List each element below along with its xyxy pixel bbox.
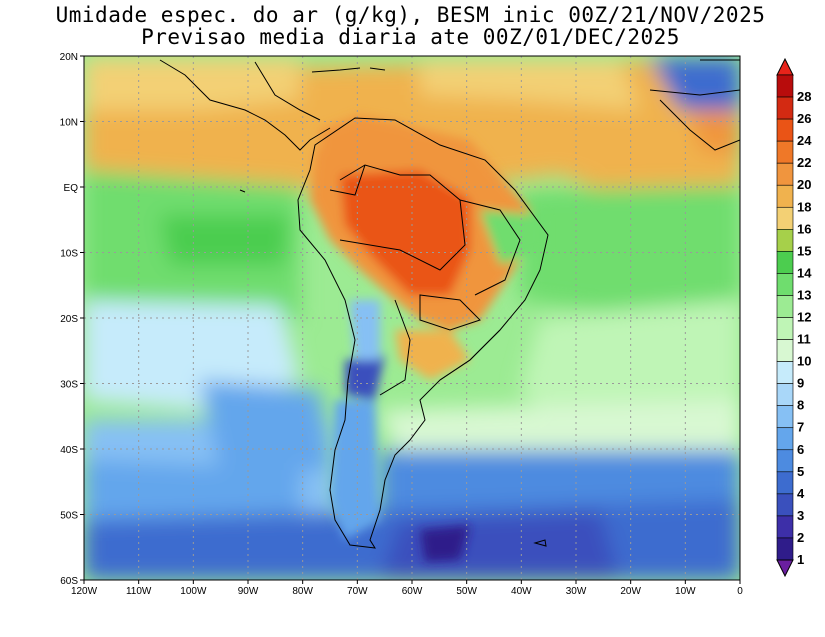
colorbar-label: 5	[797, 464, 804, 479]
colorbar-label: 1	[797, 552, 804, 567]
map-title-line-2: Previsao media diaria ate 00Z/01/DEC/202…	[141, 25, 680, 49]
colorbar-segment	[776, 206, 794, 230]
colorbar-top-arrow	[776, 57, 794, 76]
longitude-tick-label: 100W	[180, 586, 207, 597]
latitude-tick-label: 20N	[60, 52, 78, 63]
latitude-tick-label: 10N	[60, 118, 78, 129]
longitude-tick-label: 50W	[456, 586, 477, 597]
latitude-tick-label: 60S	[60, 576, 78, 587]
longitude-tick-label: 30W	[566, 586, 587, 597]
latitude-tick-label: 40S	[60, 445, 78, 456]
colorbar-segment	[776, 493, 794, 517]
longitude-tick-label: 90W	[238, 586, 259, 597]
colorbar-segment	[776, 405, 794, 429]
colorbar-label: 26	[797, 111, 811, 126]
longitude-tick-label: 80W	[292, 586, 313, 597]
colorbar-segment	[776, 317, 794, 340]
colorbar-label: 12	[797, 310, 811, 325]
latitude-tick-label: 10S	[60, 249, 78, 260]
colorbar-label: 8	[797, 398, 804, 413]
latitude-tick-label: 30S	[60, 380, 78, 391]
graticule	[84, 56, 740, 580]
colorbar-label: 16	[797, 221, 811, 236]
colorbar-segment	[776, 74, 794, 98]
coastlines	[159, 59, 740, 549]
colorbar-label: 14	[797, 265, 812, 280]
colorbar-label: 20	[797, 177, 811, 192]
colorbar-label: 15	[797, 243, 811, 258]
colorbar-segment	[776, 96, 794, 120]
colorbar-label: 3	[797, 508, 804, 523]
latitude-tick-label: EQ	[64, 183, 79, 194]
colorbar-label: 7	[797, 420, 804, 435]
colorbar-label: 2	[797, 530, 804, 545]
colorbar-label: 24	[797, 133, 812, 148]
longitude-tick-label: 20W	[620, 586, 641, 597]
colorbar-label: 10	[797, 354, 811, 369]
colorbar-label: 4	[797, 486, 805, 501]
latitude-tick-label: 20S	[60, 314, 78, 325]
colorbar-segment	[776, 537, 794, 561]
colorbar-segment	[776, 273, 794, 296]
colorbar-segment	[776, 471, 794, 495]
colorbar-segment	[776, 251, 794, 274]
colorbar-segment	[776, 118, 794, 142]
longitude-tick-label: 110W	[126, 586, 152, 597]
colorbar-segment	[776, 449, 794, 473]
colorbar-segment	[776, 515, 794, 539]
colorbar-label: 28	[797, 89, 811, 104]
colorbar-segment	[776, 162, 794, 186]
colorbar: 28 26 24 22 20 18 16 15 14 13 12 11 10 9 8 7 6 5 4 3 2 1	[776, 57, 812, 578]
colorbar-segment	[776, 383, 794, 406]
latitude-axis: 20N 10N EQ 10S 20S 30S 40S 50S 60S	[60, 52, 84, 587]
colorbar-label: 11	[797, 332, 811, 347]
colorbar-label: 18	[797, 199, 811, 214]
longitude-tick-label: 120W	[71, 586, 98, 597]
longitude-axis: 120W 110W 100W 90W 80W 70W 60W 50W 40W 30W 20W 10W 0	[71, 580, 743, 597]
colorbar-segment	[776, 339, 794, 362]
longitude-tick-label: 0	[737, 586, 743, 597]
colorbar-segment	[776, 140, 794, 164]
longitude-tick-label: 70W	[347, 586, 368, 597]
longitude-tick-label: 60W	[402, 586, 423, 597]
colorbar-label: 9	[797, 376, 804, 391]
longitude-tick-label: 40W	[511, 586, 532, 597]
map-title-line-1: Umidade espec. do ar (g/kg), BESM inic 0…	[55, 3, 766, 27]
colorbar-segment	[776, 295, 794, 318]
colorbar-segment	[776, 427, 794, 451]
colorbar-label: 22	[797, 155, 811, 170]
colorbar-segment	[776, 361, 794, 384]
colorbar-label: 6	[797, 442, 804, 457]
longitude-tick-label: 10W	[675, 586, 696, 597]
colorbar-bottom-arrow	[776, 559, 794, 578]
latitude-tick-label: 50S	[60, 511, 78, 522]
colorbar-segment	[776, 229, 794, 252]
colorbar-label: 13	[797, 287, 811, 302]
colorbar-segment	[776, 184, 794, 208]
